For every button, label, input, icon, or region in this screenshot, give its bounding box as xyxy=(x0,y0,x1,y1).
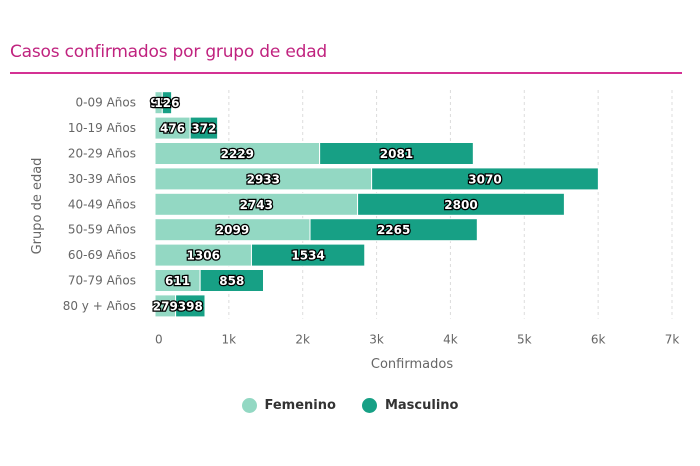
bar-masculino[interactable] xyxy=(189,116,219,140)
x-tick-label: 7k xyxy=(665,333,680,347)
y-category-label: 0-09 Años xyxy=(76,96,136,110)
data-label: 2229 xyxy=(221,147,254,161)
data-label: 2081 xyxy=(380,147,413,161)
x-axis-ticks: 0 1k 2k 3k 4k 5k 6k 7k xyxy=(155,333,679,347)
x-tick-label: 4k xyxy=(443,333,458,347)
x-tick-label: 0 xyxy=(155,333,163,347)
data-label: 2933 xyxy=(247,172,280,186)
y-category-label: 30-39 Años xyxy=(68,172,136,186)
x-tick-label: 3k xyxy=(369,333,384,347)
x-axis-title: Confirmados xyxy=(371,357,453,372)
x-tick-label: 1k xyxy=(222,333,237,347)
legend-item-masculino[interactable]: Masculino xyxy=(361,398,459,413)
y-axis-categories: 0-09 Años 10-19 Años 20-29 Años 30-39 Años 4… xyxy=(63,96,136,313)
data-label: 126 xyxy=(154,96,179,110)
data-label: 1306 xyxy=(187,249,220,263)
legend-masculino-marker xyxy=(361,398,377,413)
data-label: 611 xyxy=(165,274,190,288)
data-label: 858 xyxy=(219,274,244,288)
data-label: 398 xyxy=(178,299,203,313)
x-tick-label: 5k xyxy=(517,333,532,347)
bar-masculino[interactable] xyxy=(199,269,264,292)
legend-masculino-label: Masculino xyxy=(384,398,459,413)
title-underline xyxy=(10,72,682,74)
bar-masculino[interactable] xyxy=(319,142,474,165)
bar-masculino[interactable] xyxy=(357,192,565,216)
legend-femenino-marker xyxy=(241,398,257,413)
chart-title: Casos confirmados por grupo de edad xyxy=(10,42,328,62)
x-tick-label: 2k xyxy=(295,333,310,347)
legend: Femenino Masculino xyxy=(0,398,700,413)
y-axis-title: Grupo de edad xyxy=(30,158,45,255)
data-label: 2800 xyxy=(444,198,477,212)
legend-item-femenino[interactable]: Femenino xyxy=(241,398,336,413)
data-label: 99 xyxy=(150,96,167,110)
x-tick-label: 6k xyxy=(591,333,606,347)
data-label: 2099 xyxy=(216,223,249,237)
bar-masculino[interactable] xyxy=(161,91,173,115)
bar-masculino[interactable] xyxy=(309,218,478,242)
y-category-label: 40-49 Años xyxy=(68,197,136,211)
data-label: 279 xyxy=(153,299,178,313)
y-category-label: 80 y + Años xyxy=(63,299,136,313)
bar-masculino[interactable] xyxy=(371,167,599,191)
bar-masculino[interactable] xyxy=(175,294,206,318)
bars xyxy=(154,91,599,318)
data-label: 1534 xyxy=(291,249,324,263)
data-label: 476 xyxy=(160,122,185,136)
legend-femenino-label: Femenino xyxy=(264,398,336,413)
y-category-label: 20-29 Años xyxy=(68,147,136,161)
data-label: 3070 xyxy=(468,172,501,186)
bar-masculino[interactable] xyxy=(250,243,366,267)
y-category-label: 50-59 Años xyxy=(68,223,136,237)
data-label: 372 xyxy=(191,122,216,136)
y-category-label: 10-19 Años xyxy=(68,121,136,135)
data-label: 2265 xyxy=(377,223,410,237)
data-label: 2743 xyxy=(240,198,273,212)
y-category-label: 70-79 Años xyxy=(68,274,136,288)
y-category-label: 60-69 Años xyxy=(68,248,136,262)
